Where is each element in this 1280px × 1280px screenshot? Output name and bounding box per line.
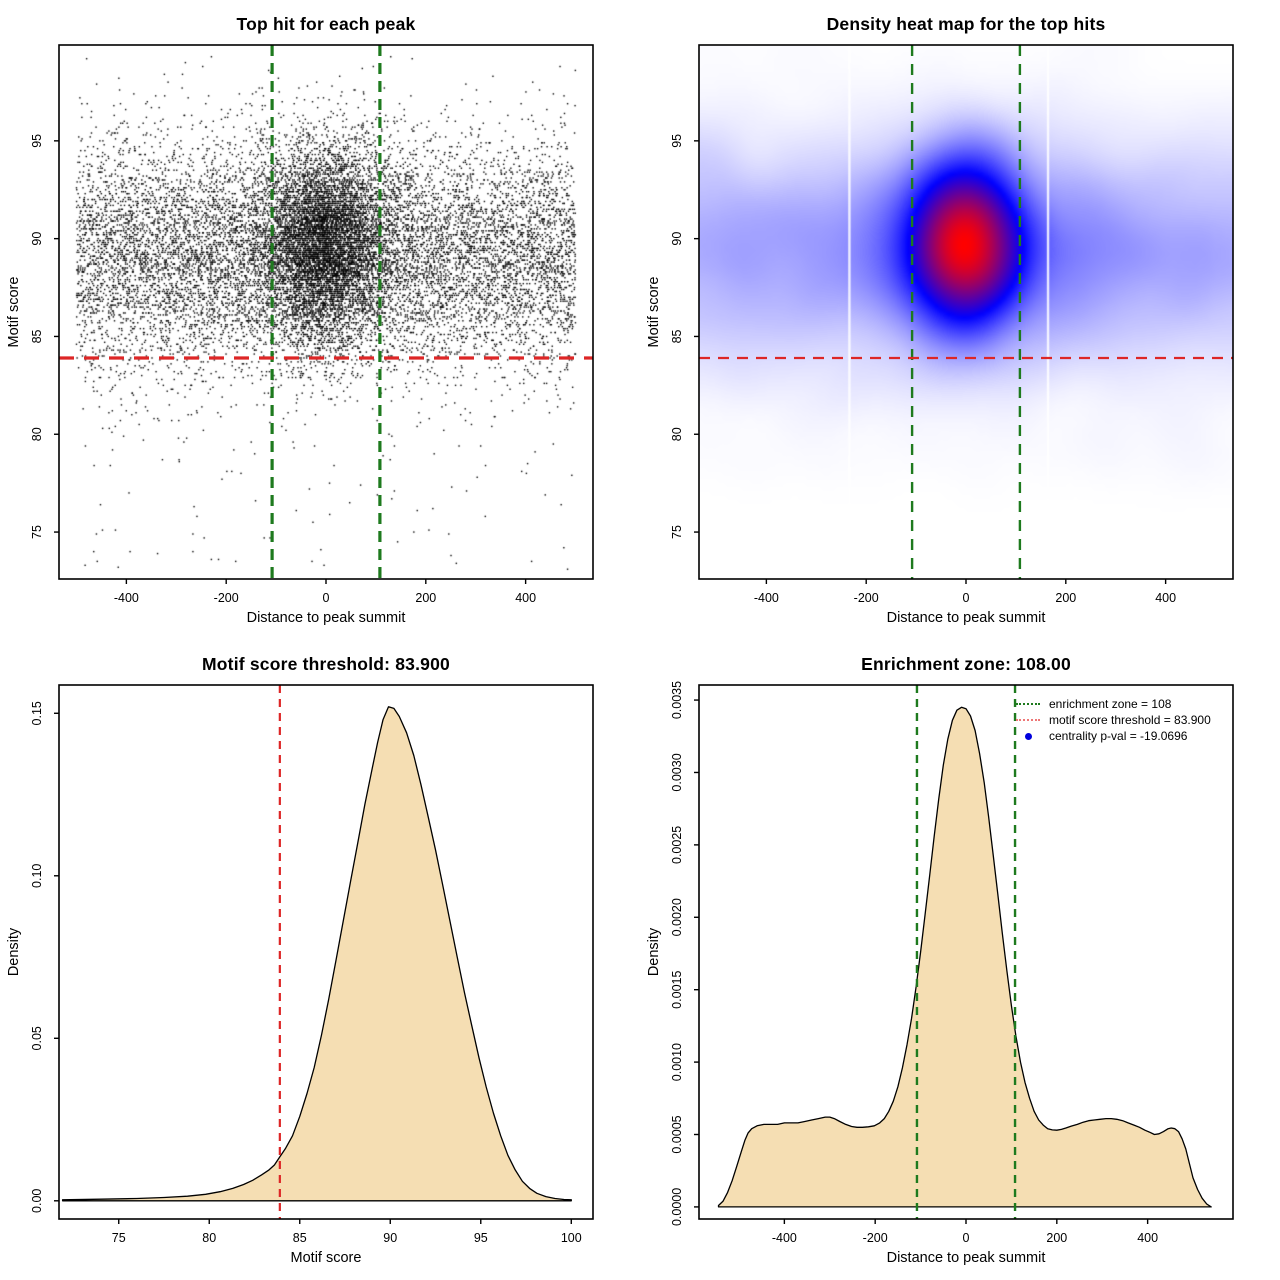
- chart-title: Top hit for each peak: [236, 14, 416, 34]
- svg-text:0.05: 0.05: [30, 1026, 44, 1050]
- svg-text:-400: -400: [114, 591, 139, 605]
- chart-title: Density heat map for the top hits: [826, 14, 1106, 34]
- legend-label: centrality p-val = -19.0696: [1049, 729, 1188, 743]
- svg-text:75: 75: [670, 525, 684, 539]
- scatter-points-canvas: [59, 45, 593, 579]
- legend-label: motif score threshold = 83.900: [1049, 713, 1211, 727]
- svg-text:0.0000: 0.0000: [670, 1188, 684, 1226]
- svg-text:0.0005: 0.0005: [670, 1115, 684, 1153]
- blue-dot-icon: [1016, 732, 1040, 740]
- svg-text:95: 95: [474, 1231, 488, 1245]
- chart-title: Motif score threshold: 83.900: [202, 654, 450, 674]
- svg-text:0: 0: [963, 591, 970, 605]
- svg-text:400: 400: [515, 591, 536, 605]
- svg-text:0.0025: 0.0025: [670, 826, 684, 864]
- svg-text:200: 200: [1046, 1231, 1067, 1245]
- legend-item-enrichment-zone: enrichment zone = 108: [1016, 696, 1211, 712]
- panel-density-heatmap: Density heat map for the top hits -400 -2…: [640, 0, 1280, 640]
- svg-text:-200: -200: [214, 591, 239, 605]
- density-plot-svg: 75 80 85 90 95 100 0.00 0.05 0.10 0.15: [30, 684, 594, 1245]
- svg-text:0: 0: [323, 591, 330, 605]
- density-plot-svg: -400 -200 0 200 400 0.0000 0.0005 0.0010 0.0015 0…: [670, 681, 1234, 1245]
- scatter-axes-overlay: -400 -200 0 200 400 75 80 85 90 95: [30, 44, 594, 605]
- svg-text:85: 85: [30, 329, 44, 343]
- legend-item-motif-threshold: motif score threshold = 83.900: [1016, 712, 1211, 728]
- chart-title: Enrichment zone: 108.00: [861, 654, 1071, 674]
- svg-text:90: 90: [670, 232, 684, 246]
- svg-text:80: 80: [30, 427, 44, 441]
- svg-text:100: 100: [561, 1231, 582, 1245]
- heatmap-axes-overlay: -400 -200 0 200 400 75 80 85 90 95: [670, 44, 1234, 605]
- x-axis-label: Distance to peak summit: [246, 610, 406, 626]
- svg-text:90: 90: [383, 1231, 397, 1245]
- svg-text:95: 95: [670, 134, 684, 148]
- x-axis-label: Motif score: [290, 1250, 362, 1266]
- panel-motif-score-density: 75 80 85 90 95 100 0.00 0.05 0.10 0.15 Motif scor…: [0, 640, 640, 1280]
- svg-text:0: 0: [963, 1231, 970, 1245]
- svg-text:-400: -400: [772, 1231, 797, 1245]
- svg-text:400: 400: [1137, 1231, 1158, 1245]
- y-axis-label: Motif score: [6, 276, 22, 348]
- y-axis-label: Density: [6, 927, 22, 977]
- svg-text:-200: -200: [854, 591, 879, 605]
- legend: enrichment zone = 108 motif score thresh…: [1016, 696, 1211, 744]
- svg-text:0.0015: 0.0015: [670, 971, 684, 1009]
- svg-text:-400: -400: [754, 591, 779, 605]
- svg-text:0.0030: 0.0030: [670, 753, 684, 791]
- svg-text:0.0020: 0.0020: [670, 898, 684, 936]
- green-dotted-line-icon: [1016, 703, 1040, 705]
- svg-text:0.10: 0.10: [30, 864, 44, 888]
- svg-text:400: 400: [1155, 591, 1176, 605]
- svg-text:80: 80: [670, 427, 684, 441]
- svg-text:200: 200: [1055, 591, 1076, 605]
- svg-text:75: 75: [30, 525, 44, 539]
- svg-text:75: 75: [112, 1231, 126, 1245]
- x-axis-label: Distance to peak summit: [886, 1250, 1046, 1266]
- svg-text:0.00: 0.00: [30, 1189, 44, 1213]
- svg-text:85: 85: [293, 1231, 307, 1245]
- panel-enrichment-zone-density: -400 -200 0 200 400 0.0000 0.0005 0.0010 0.0015 0…: [640, 640, 1280, 1280]
- svg-text:0.0010: 0.0010: [670, 1043, 684, 1081]
- svg-text:0.0035: 0.0035: [670, 681, 684, 719]
- svg-text:-200: -200: [863, 1231, 888, 1245]
- svg-text:85: 85: [670, 329, 684, 343]
- x-axis-label: Distance to peak summit: [886, 610, 1046, 626]
- y-axis-label: Motif score: [646, 276, 662, 348]
- legend-item-centrality-pval: centrality p-val = -19.0696: [1016, 728, 1211, 744]
- heatmap-canvas: [699, 45, 1233, 579]
- svg-text:90: 90: [30, 232, 44, 246]
- svg-text:0.15: 0.15: [30, 701, 44, 725]
- y-axis-label: Density: [646, 927, 662, 977]
- svg-text:80: 80: [202, 1231, 216, 1245]
- svg-text:200: 200: [415, 591, 436, 605]
- panel-top-hits-scatter: Top hit for each peak -400 -200 0 200 400 75 8…: [0, 0, 640, 640]
- legend-label: enrichment zone = 108: [1049, 697, 1172, 711]
- svg-text:95: 95: [30, 134, 44, 148]
- red-dotted-line-icon: [1016, 719, 1040, 721]
